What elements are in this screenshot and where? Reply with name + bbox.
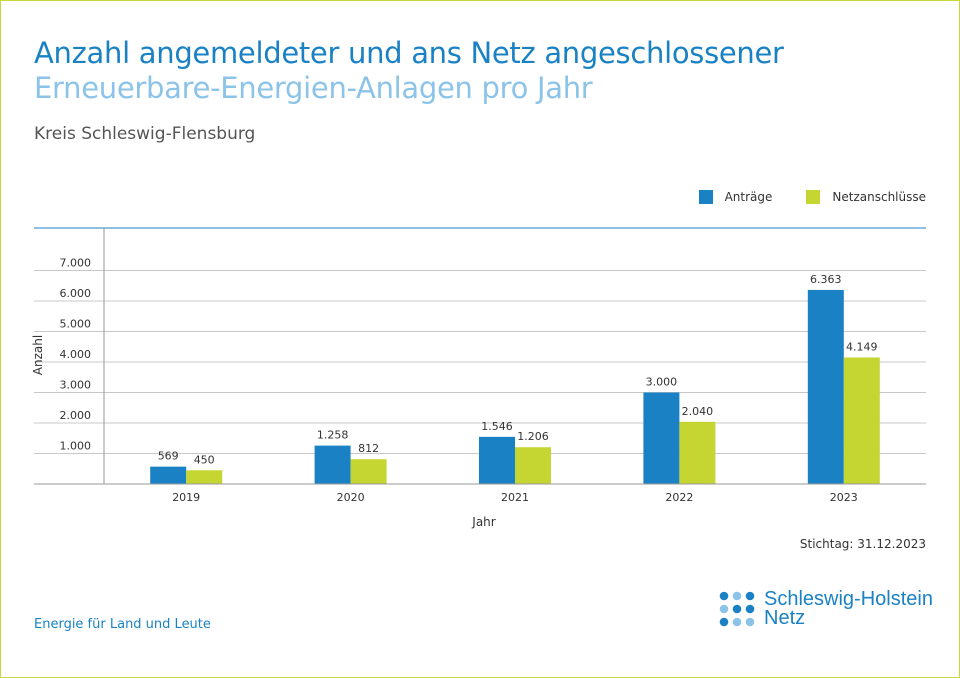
chart-title-line2: Erneuerbare-Energien-Anlagen pro Jahr <box>34 71 593 105</box>
x-tick-label: 2022 <box>665 491 693 504</box>
bar-netzanschluesse-2021 <box>515 447 551 484</box>
legend-label-antraege: Anträge <box>724 190 773 204</box>
legend-item-antraege: Anträge <box>698 190 773 204</box>
slogan: Energie für Land und Leute <box>34 617 211 632</box>
bar-antraege-2019 <box>150 466 187 484</box>
company-logo: Schleswig-Holstein Netz <box>718 588 933 629</box>
logo-wordmark: Schleswig-Holstein Netz <box>764 588 933 629</box>
data-label-netzanschluesse-2022: 2.040 <box>682 405 714 418</box>
legend-item-netzanschluesse: Netzanschlüsse <box>806 190 926 204</box>
bar-netzanschluesse-2020 <box>350 459 387 484</box>
y-tick-label: 7.000 <box>60 257 92 270</box>
legend-swatch-antraege <box>698 190 713 204</box>
data-label-antraege-2021: 1.546 <box>481 420 513 433</box>
bar-netzanschluesse-2019 <box>186 470 223 484</box>
chart-legend: Anträge Netzanschlüsse <box>698 190 926 204</box>
bar-netzanschluesse-2022 <box>679 421 716 484</box>
legend-label-netzanschluesse: Netzanschlüsse <box>832 190 926 204</box>
data-label-netzanschluesse-2019: 450 <box>194 453 215 466</box>
data-label-netzanschluesse-2023: 4.149 <box>846 340 878 353</box>
logo-text-line1: Schleswig-Holstein <box>764 588 933 610</box>
bar-antraege-2021 <box>479 436 515 484</box>
dot-grid-logo-icon <box>719 591 755 627</box>
data-label-antraege-2019: 569 <box>158 450 179 463</box>
data-label-netzanschluesse-2020: 812 <box>358 442 379 455</box>
data-label-netzanschluesse-2021: 1.206 <box>517 430 549 443</box>
y-tick-label: 2.000 <box>60 409 92 422</box>
x-tick-label: 2020 <box>337 491 365 504</box>
y-tick-label: 1.000 <box>60 440 92 453</box>
bars-group <box>150 289 880 484</box>
x-tick-label: 2019 <box>172 491 200 504</box>
reference-date: Stichtag: 31.12.2023 <box>799 537 926 551</box>
legend-swatch-netzanschluesse <box>806 190 821 204</box>
bar-netzanschluesse-2023 <box>843 357 880 484</box>
data-label-antraege-2020: 1.258 <box>317 429 349 442</box>
y-tick-label: 5.000 <box>60 318 92 331</box>
x-tick-label: 2023 <box>830 491 858 504</box>
x-tick-label: 2021 <box>501 491 529 504</box>
y-axis-title: Anzahl <box>31 335 45 375</box>
bar-antraege-2022 <box>643 392 680 484</box>
y-tick-label: 4.000 <box>60 348 92 361</box>
y-tick-label: 3.000 <box>60 379 92 392</box>
data-label-antraege-2023: 6.363 <box>810 273 842 286</box>
data-label-antraege-2022: 3.000 <box>646 376 678 389</box>
labels-group: 1.000 2.000 3.000 4.000 5.000 6.000 7.000 569 45… <box>60 257 878 505</box>
logo-text-line2: Netz <box>764 607 806 629</box>
chart-subtitle-region: Kreis Schleswig-Flensburg <box>34 124 256 144</box>
bar-antraege-2020 <box>314 445 351 484</box>
y-tick-label: 6.000 <box>60 287 92 300</box>
grid-lines <box>34 270 926 454</box>
x-axis-title: Jahr <box>471 515 495 529</box>
chart-title-line1: Anzahl angemeldeter und ans Netz angesch… <box>34 36 784 70</box>
bar-antraege-2023 <box>807 289 844 484</box>
